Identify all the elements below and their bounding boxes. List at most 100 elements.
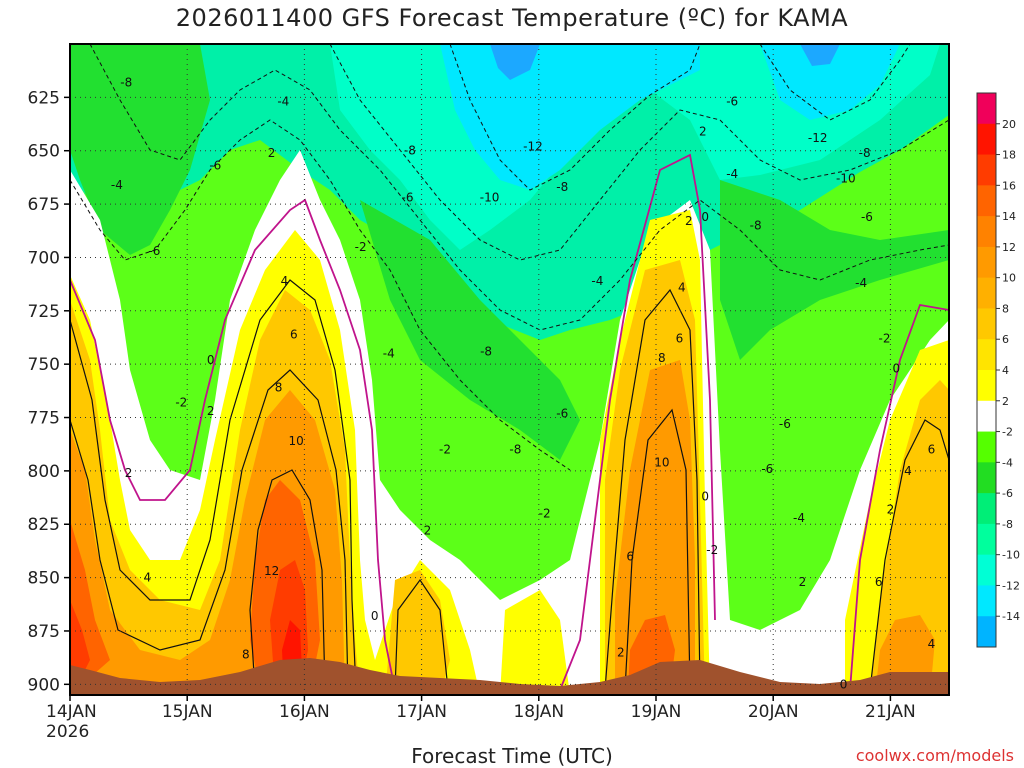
y-tick-label: 700 [28,248,60,268]
contour-label: -6 [148,244,160,258]
warm-contour-2 [70,369,349,691]
contour-label: -8 [509,443,521,457]
colorbar-label: -12 [1002,579,1020,592]
contour-label: -4 [111,178,123,192]
contour-label: 4 [144,571,152,585]
cold-contour-3 [329,44,949,261]
contour-label: -6 [726,95,738,109]
contour-label: -4 [277,95,289,109]
y-tick-label: 900 [28,675,60,695]
colorbar-label: -4 [1002,456,1013,469]
cold-contour-5 [759,44,911,121]
contour-label: -10 [480,191,500,205]
contour-label: 0 [207,353,215,367]
y-tick-label: 750 [28,355,60,375]
contour-label: 6 [928,443,936,457]
fill-minus6-left [70,44,210,255]
x-tick-label: 19JAN [631,702,682,722]
x-tick-label: 21JAN [865,702,916,722]
contour-label: -6 [761,462,773,476]
y-tick-label: 875 [28,622,60,642]
colorbar-swatch [977,93,996,125]
colorbar-label: 18 [1002,149,1016,162]
fill-minus6-right [720,180,949,360]
warm-contour-1 [70,279,357,691]
contour-label: 2 [617,645,625,659]
contour-label: -2 [175,396,187,410]
colorbar-label: 8 [1002,302,1009,315]
y-tick-label: 800 [28,462,60,482]
colorbar-label: -2 [1002,426,1013,439]
colorbar-label: 4 [1002,364,1009,377]
x-axis-title: Forecast Time (UTC) [411,744,613,768]
colorbar-swatch [977,370,996,402]
colorbar-label: -8 [1002,518,1013,531]
fill-orange-right [615,360,695,695]
x-tick-label: 18JAN [513,702,564,722]
contour-label: -6 [402,191,414,205]
contour-label: 4 [281,274,289,288]
x-tick-label: 17JAN [396,702,447,722]
cold-contour-4 [449,44,701,191]
contour-label: 12 [264,564,279,578]
contour-label: -2 [539,507,551,521]
contour-label: 2 [685,214,693,228]
contour-label: 2 [887,502,895,516]
contour-label: 0 [701,489,709,503]
contour-label: 0 [371,609,379,623]
contour-label: 4 [678,280,686,294]
contour-label: 10 [654,455,669,469]
y-tick-label: 825 [28,515,60,535]
warm-contour-4 [604,288,701,691]
contour-label: 0 [840,677,848,691]
contour-label: 6 [875,575,883,589]
contour-label: 2 [125,466,133,480]
y-tick-label: 850 [28,569,60,589]
contour-label: 2 [799,575,807,589]
colorbar-label: 14 [1002,210,1016,223]
fill-blue-core [490,44,540,80]
contour-labels: -8-42-6-4-6 -2-8-6 -10-12-8-4-62-42 0-8-12-… [111,75,935,691]
y-tick-label: 775 [28,409,60,429]
colorbar-swatch [977,431,996,463]
fill-yellow-mid [500,590,570,695]
contour-label: -4 [591,274,603,288]
colorbar-label: 12 [1002,241,1016,254]
warm-contour-6 [394,578,449,691]
contour-label: 6 [626,549,634,563]
contour-label: 2 [424,524,432,538]
contour-label: -4 [855,276,867,290]
colorbar-swatch [977,308,996,340]
colorbar-label: -14 [1002,610,1020,623]
x-year-label: 2026 [46,722,89,742]
fill-cyan-upper-right [760,44,900,120]
colorbar-swatch [977,339,996,371]
x-tick-label: 15JAN [162,702,213,722]
contour-label: 8 [242,647,250,661]
fill-blue-core-right [800,44,840,66]
colorbar-swatch [977,585,996,617]
contour-label: -2 [879,332,891,346]
colorbar-swatch [977,462,996,494]
contour-label: -8 [404,144,416,158]
x-axis-ticks: 14JAN 15JAN 16JAN 17JAN 18JAN 19JAN 20JAN 21JAN… [46,695,916,742]
contour-label: -10 [836,171,856,185]
contour-label: -6 [861,210,873,224]
contour-label: 2 [207,404,215,418]
x-tick-label: 20JAN [748,702,799,722]
plot-frame [69,43,950,696]
contour-label: -6 [779,417,791,431]
contour-label: 0 [701,210,709,224]
contour-label: -8 [556,180,568,194]
contour-label: -6 [209,159,221,173]
colorbar-swatch [977,216,996,248]
x-tick-label: 16JAN [279,702,330,722]
colorbar-label: 6 [1002,333,1009,346]
fill-cyan-upper [440,44,700,190]
colorbar-swatch [977,185,996,217]
colorbar-swatch [977,554,996,586]
contour-label: -8 [859,146,871,160]
colorbar-swatch [977,400,996,433]
temperature-fill-layers [70,44,949,695]
contour-label: -4 [383,346,395,360]
